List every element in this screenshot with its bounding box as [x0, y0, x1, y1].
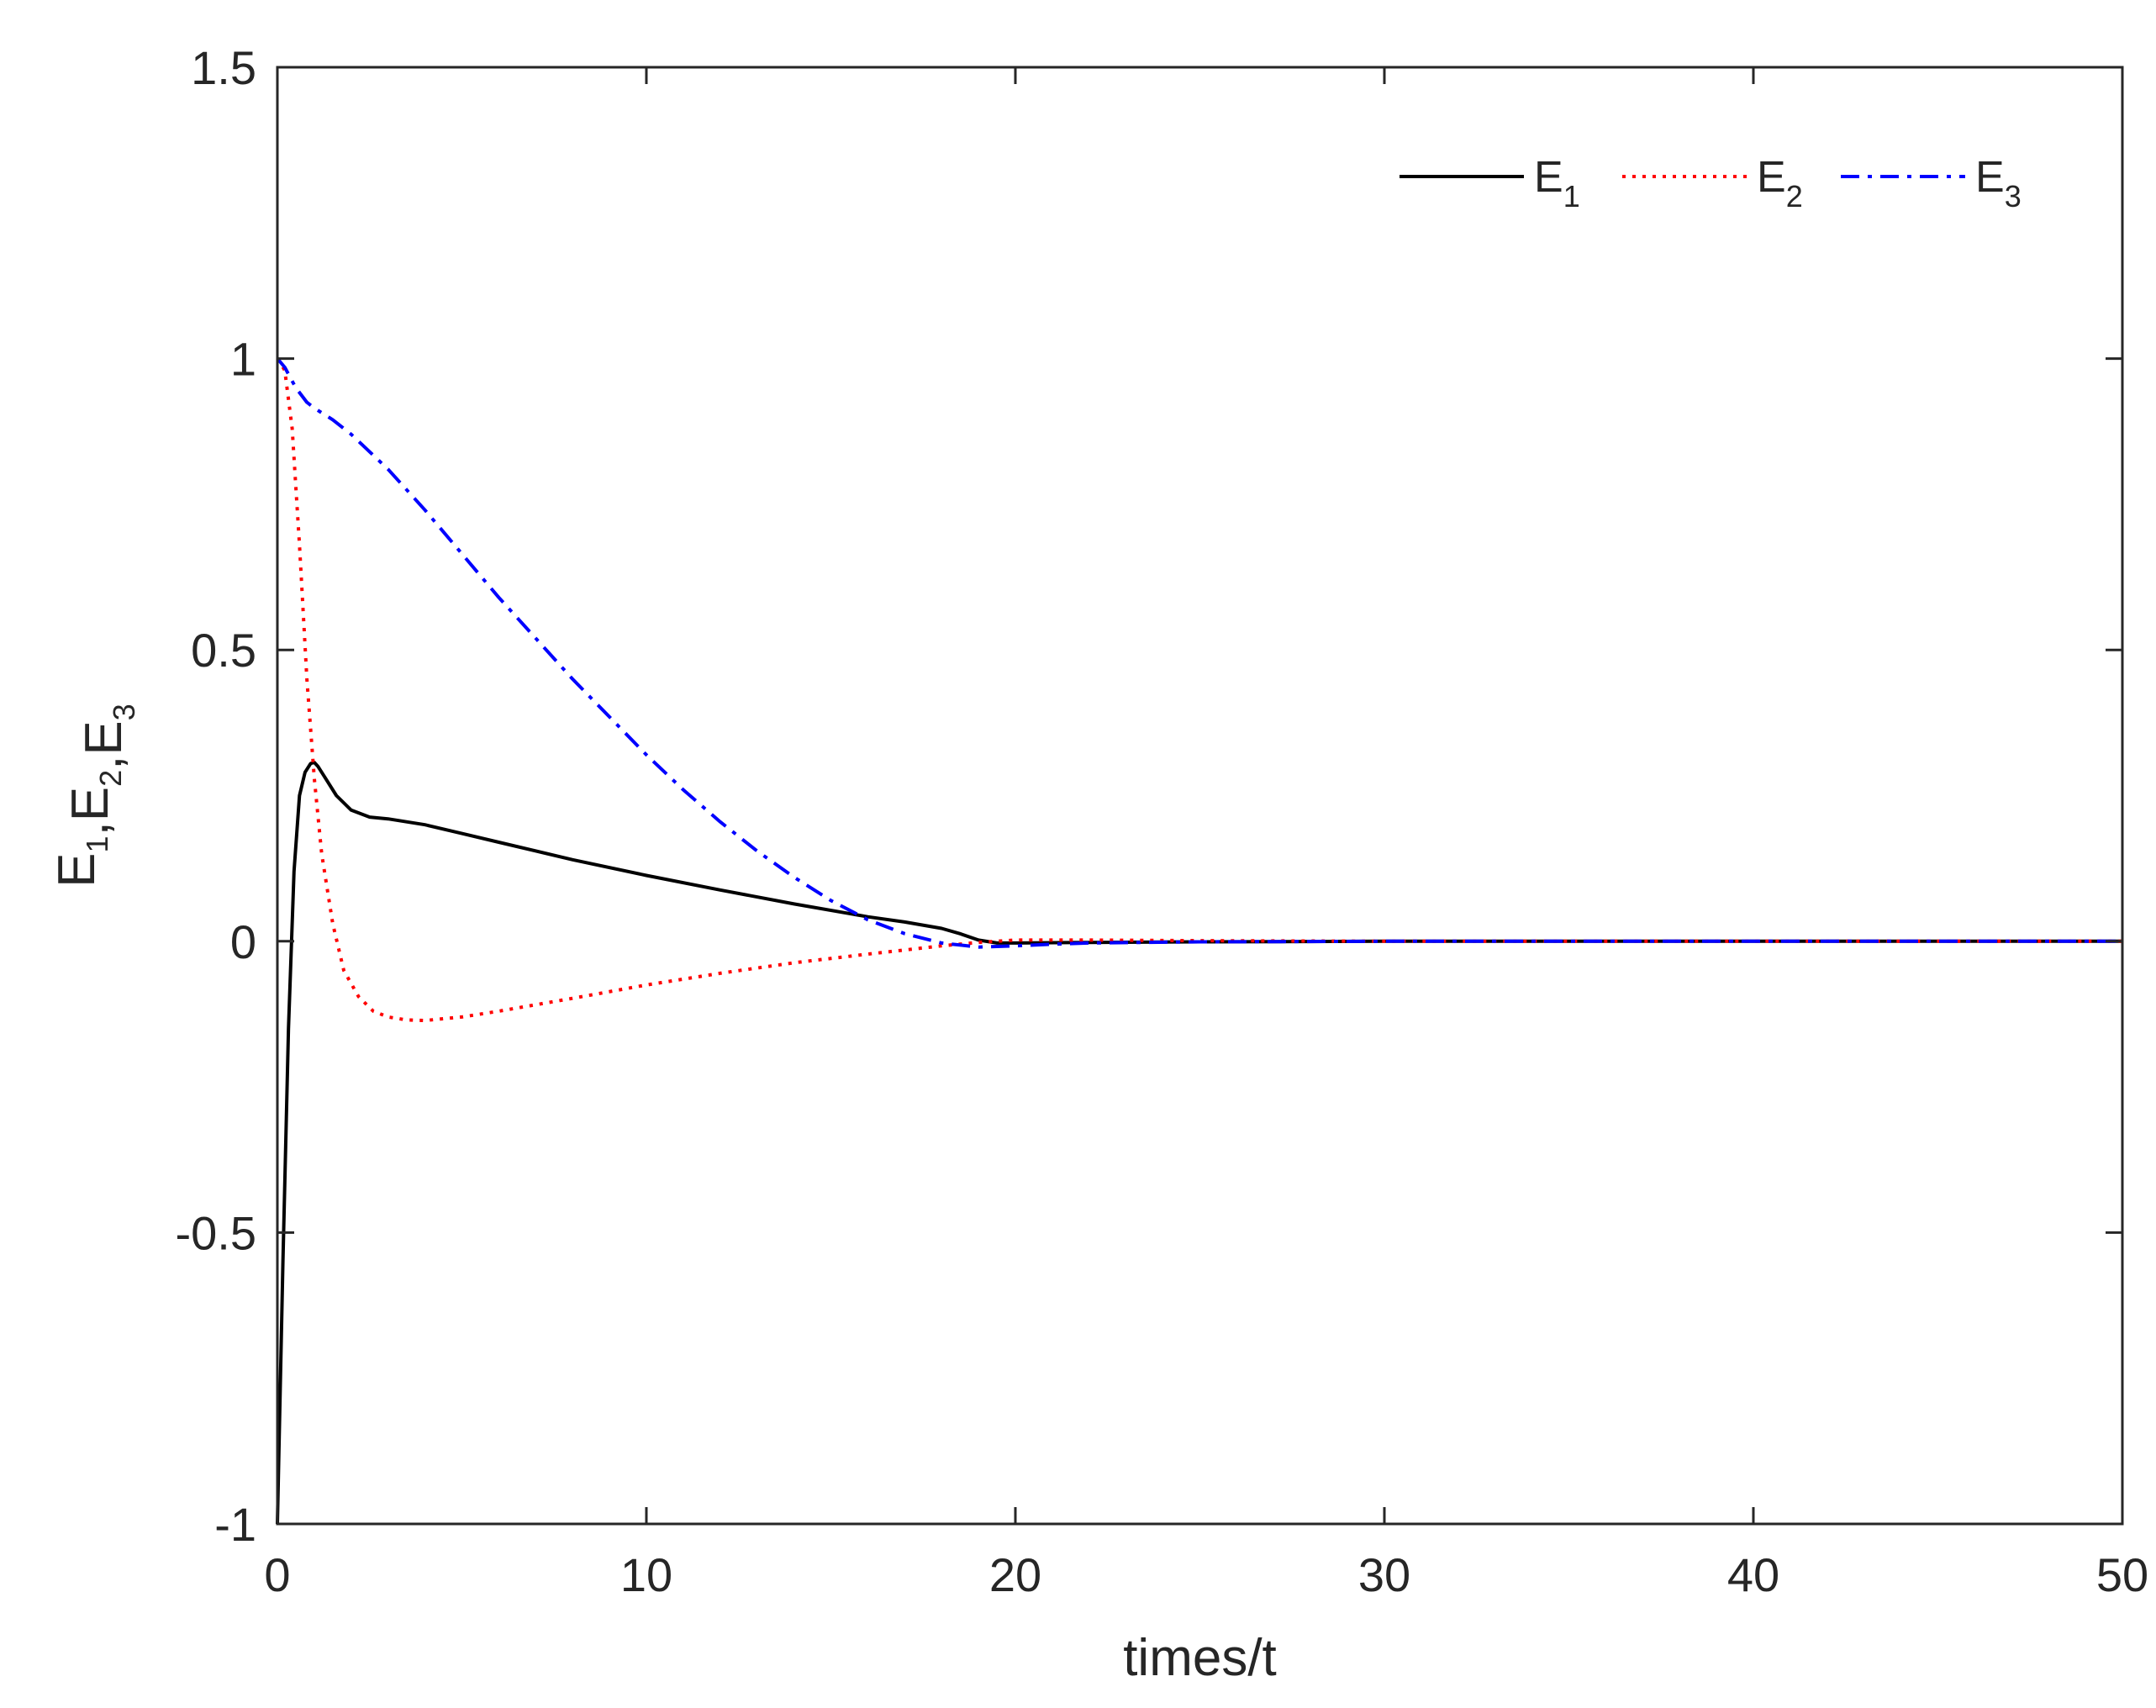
x-tick-label: 20 [989, 1548, 1041, 1601]
x-tick-label: 40 [1727, 1548, 1779, 1601]
y-axis-title-subscript: 2 [93, 770, 128, 787]
x-tick-label: 10 [620, 1548, 672, 1601]
legend-label-2: E2 [1757, 153, 1803, 214]
y-axis-title-text: E1,E2,E3 [48, 704, 141, 888]
y-tick-label: -0.5 [176, 1206, 257, 1259]
series-line-3 [276, 357, 2122, 949]
axis-ticks: 0 10 20 30 40 50 -1 -0.5 0 0.5 1 1.5 [176, 41, 2149, 1601]
y-axis-title: E1,E2,E3 [48, 704, 141, 888]
legend-label-1: E1 [1534, 153, 1580, 214]
y-tick-label: 1 [230, 333, 256, 386]
series-line-2 [276, 357, 2122, 1023]
legend-label-3: E3 [1975, 153, 2022, 214]
y-axis-title-subscript: 1 [80, 836, 114, 852]
y-axis-title-part: ,E [61, 787, 119, 836]
x-tick-label: 30 [1358, 1548, 1410, 1601]
plot-area-frame [276, 66, 2124, 1526]
legend: E1 E2 E3 [1400, 153, 2022, 214]
y-tick-label: -1 [214, 1498, 256, 1551]
x-axis-title: times/t [1123, 1629, 1277, 1687]
y-axis-title-subscript: 3 [107, 704, 141, 720]
x-tick-label: 50 [2096, 1548, 2148, 1601]
y-axis-title-part: E [48, 852, 106, 887]
y-tick-label: 0 [230, 915, 256, 968]
series-line-1 [276, 761, 2122, 1525]
y-tick-label: 0.5 [191, 624, 256, 677]
series-layer [276, 357, 2122, 1525]
y-tick-label: 1.5 [191, 41, 256, 94]
y-axis-title-part: ,E [75, 720, 133, 770]
x-tick-label: 0 [264, 1548, 290, 1601]
